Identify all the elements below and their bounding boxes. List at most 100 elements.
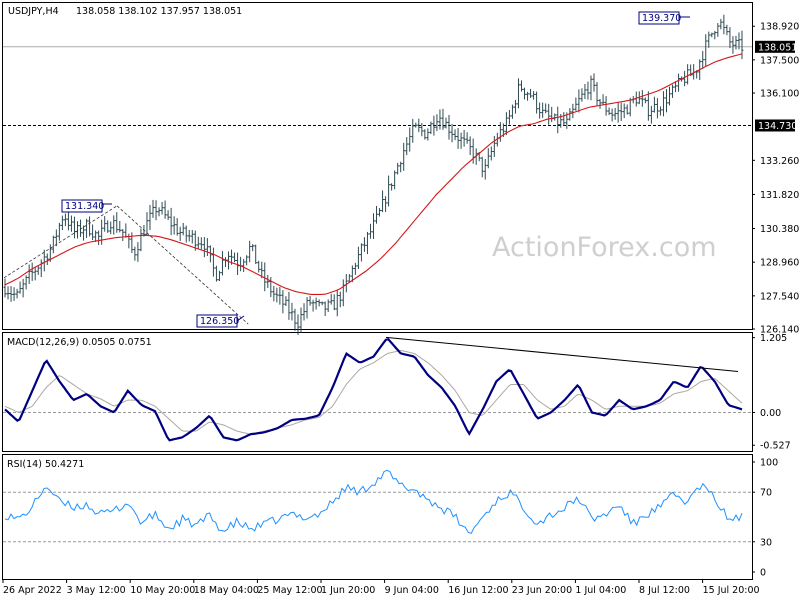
price-bar xyxy=(254,244,258,264)
macd-label: MACD(12,26,9) 0.0505 0.0751 xyxy=(7,337,152,348)
price-bar xyxy=(719,18,723,30)
price-bar xyxy=(51,235,55,254)
price-bar xyxy=(610,108,614,122)
price-bar xyxy=(269,277,273,298)
price-bar xyxy=(166,210,170,221)
price-bar xyxy=(399,161,403,173)
price-bar xyxy=(12,287,16,301)
price-bar xyxy=(562,112,566,126)
price-bar xyxy=(157,207,161,217)
price-bar xyxy=(142,224,146,237)
price-bar xyxy=(616,102,620,123)
price-bar xyxy=(574,97,578,111)
rsi-tick-label: 0 xyxy=(760,568,766,579)
price-bar xyxy=(242,259,246,273)
price-bar xyxy=(205,238,209,257)
price-bar xyxy=(683,70,687,87)
macd-layer xyxy=(3,336,752,442)
price-bar xyxy=(677,73,681,92)
price-bar xyxy=(60,215,64,231)
price-bar xyxy=(163,200,167,219)
price-bar xyxy=(257,260,261,273)
price-bar xyxy=(655,98,659,119)
price-bar xyxy=(27,264,31,284)
price-bar xyxy=(453,129,457,141)
price-bar xyxy=(15,288,19,299)
price-bar xyxy=(106,220,110,233)
price-bar xyxy=(187,229,191,242)
price-bar xyxy=(456,128,460,149)
price-bar xyxy=(54,229,58,247)
price-bar xyxy=(97,230,101,246)
price-bar xyxy=(39,259,43,278)
price-bar xyxy=(293,308,297,331)
price-bar xyxy=(227,251,231,270)
price-bar xyxy=(658,106,662,116)
price-bar xyxy=(483,158,487,180)
price-bar xyxy=(112,215,116,235)
price-tick-label: 137.500 xyxy=(760,55,799,66)
swing-connector xyxy=(3,205,118,279)
price-bar xyxy=(640,90,644,107)
price-bar xyxy=(704,34,708,67)
price-bar xyxy=(118,221,122,233)
price-bar xyxy=(393,170,397,190)
price-bar xyxy=(459,132,463,149)
price-bar xyxy=(671,84,675,98)
price-bar xyxy=(18,281,22,294)
macd-trendline xyxy=(385,336,739,373)
price-bar xyxy=(713,30,717,40)
price-header: USDJPY,H4 138.058 138.102 137.957 138.05… xyxy=(8,6,242,17)
watermark: ActionForex.com xyxy=(492,232,717,263)
price-bar xyxy=(91,224,95,240)
swing-label-high-2: 139.370 xyxy=(642,13,681,24)
macd-tick-label: -0.527 xyxy=(760,441,791,452)
price-bar xyxy=(489,146,493,161)
price-bar xyxy=(707,31,711,48)
price-bar xyxy=(435,114,439,132)
rsi-tick-label: 70 xyxy=(760,488,772,499)
price-bar xyxy=(553,113,557,121)
price-bar xyxy=(130,232,134,253)
price-bar xyxy=(535,91,539,114)
swing-label-low: 126.350 xyxy=(200,316,239,327)
price-bar xyxy=(66,210,70,231)
price-bar xyxy=(217,270,221,282)
rsi-label: RSI(14) 50.4271 xyxy=(7,459,84,470)
price-bar xyxy=(72,216,76,239)
price-bar xyxy=(211,247,215,277)
price-bar xyxy=(462,130,466,147)
price-bar xyxy=(69,215,73,232)
rsi-line xyxy=(4,469,743,534)
price-bar xyxy=(586,81,590,100)
price-bar xyxy=(580,88,584,102)
price-bar xyxy=(308,296,312,306)
price-bar xyxy=(547,103,551,125)
swing-label-high-2-box xyxy=(638,11,680,25)
price-tick-label: 127.540 xyxy=(760,291,799,302)
price-bar xyxy=(196,236,200,249)
swing-marker xyxy=(236,315,245,322)
time-tick-label: 18 May 04:00 xyxy=(194,585,259,596)
price-bar xyxy=(556,106,560,134)
price-bar xyxy=(317,299,321,307)
macd-axis: 1.205 0.00 -0.527 xyxy=(752,333,791,452)
price-tick-label: 130.380 xyxy=(760,224,799,235)
price-bar xyxy=(248,240,252,263)
price-bar xyxy=(520,80,524,92)
macd-signal-line xyxy=(4,349,743,435)
time-tick-label: 9 Jun 04:00 xyxy=(385,585,439,596)
time-tick-label: 15 Jul 20:00 xyxy=(703,585,760,596)
price-bar xyxy=(85,218,89,238)
price-bar xyxy=(577,89,581,113)
level-price-tag: 134.730 xyxy=(758,121,797,132)
price-bar xyxy=(260,261,264,279)
price-bar xyxy=(737,32,741,50)
time-tick-label: 26 Apr 2022 xyxy=(3,585,62,596)
price-bar xyxy=(94,230,98,242)
price-bar xyxy=(329,293,333,305)
price-bar xyxy=(121,229,125,241)
price-bar xyxy=(353,262,357,275)
price-bar xyxy=(731,36,735,54)
price-bar xyxy=(568,108,572,121)
